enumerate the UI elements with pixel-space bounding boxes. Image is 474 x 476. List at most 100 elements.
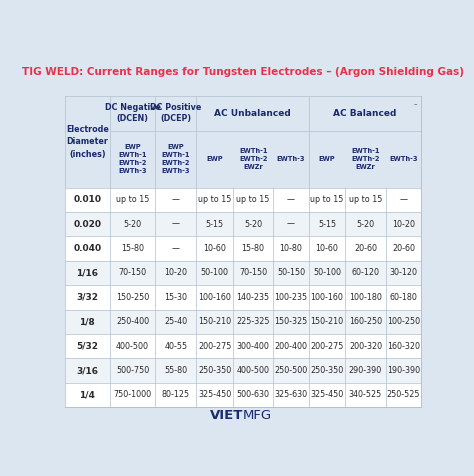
Text: 1/16: 1/16 <box>76 268 98 278</box>
Text: EWTh-3: EWTh-3 <box>277 156 305 162</box>
Text: AC Balanced: AC Balanced <box>333 109 397 118</box>
Text: DC Negative
(DCEN): DC Negative (DCEN) <box>105 103 161 123</box>
Bar <box>65 334 421 358</box>
Text: 15-80: 15-80 <box>121 244 144 253</box>
Text: 20-60: 20-60 <box>392 244 415 253</box>
Bar <box>65 188 421 212</box>
Text: EWTh-1
EWTh-2
EWZr: EWTh-1 EWTh-2 EWZr <box>351 148 380 170</box>
Text: 5-20: 5-20 <box>356 219 374 228</box>
Text: 5-20: 5-20 <box>244 219 262 228</box>
Text: 300-400: 300-400 <box>237 342 270 351</box>
Text: 150-325: 150-325 <box>274 317 308 326</box>
Text: 10-60: 10-60 <box>203 244 226 253</box>
Text: 150-210: 150-210 <box>310 317 344 326</box>
Text: 500-750: 500-750 <box>116 366 149 375</box>
Bar <box>65 236 421 261</box>
Text: 200-320: 200-320 <box>349 342 382 351</box>
Bar <box>65 309 421 334</box>
Text: VIET: VIET <box>210 409 243 422</box>
Text: 160-250: 160-250 <box>349 317 382 326</box>
Text: 190-390: 190-390 <box>387 366 420 375</box>
Bar <box>65 358 421 383</box>
Text: 290-390: 290-390 <box>349 366 382 375</box>
Text: 50-100: 50-100 <box>201 268 228 278</box>
Text: 100-160: 100-160 <box>198 293 231 302</box>
Text: 160-320: 160-320 <box>387 342 420 351</box>
Text: 100-160: 100-160 <box>310 293 344 302</box>
Text: DC Positive
(DCEP): DC Positive (DCEP) <box>150 103 201 123</box>
Text: EWP: EWP <box>206 156 223 162</box>
Text: 150-210: 150-210 <box>198 317 231 326</box>
Text: 10-60: 10-60 <box>316 244 338 253</box>
Bar <box>65 383 421 407</box>
Text: up to 15: up to 15 <box>116 195 149 204</box>
Text: —: — <box>287 195 295 204</box>
Text: 3/16: 3/16 <box>76 366 98 375</box>
Text: AC Unbalanced: AC Unbalanced <box>214 109 291 118</box>
Text: EWP: EWP <box>319 156 335 162</box>
Text: 250-350: 250-350 <box>198 366 231 375</box>
Text: EWTh-1
EWTh-2
EWZr: EWTh-1 EWTh-2 EWZr <box>239 148 267 170</box>
Text: 20-60: 20-60 <box>354 244 377 253</box>
Text: 225-325: 225-325 <box>237 317 270 326</box>
Text: 100-180: 100-180 <box>349 293 382 302</box>
Text: 750-1000: 750-1000 <box>113 390 152 399</box>
Text: 5/32: 5/32 <box>76 342 98 351</box>
Text: 80-125: 80-125 <box>162 390 190 399</box>
Text: 325-630: 325-630 <box>274 390 308 399</box>
Text: 325-450: 325-450 <box>310 390 344 399</box>
Bar <box>65 212 421 236</box>
Text: 30-120: 30-120 <box>390 268 418 278</box>
Bar <box>65 285 421 309</box>
Text: —: — <box>400 195 408 204</box>
Text: 70-150: 70-150 <box>118 268 146 278</box>
Text: 3/32: 3/32 <box>76 293 98 302</box>
Text: 5-15: 5-15 <box>318 219 336 228</box>
Text: 60-180: 60-180 <box>390 293 417 302</box>
Text: MFG: MFG <box>243 409 272 422</box>
Text: up to 15: up to 15 <box>198 195 231 204</box>
Text: 1/4: 1/4 <box>80 390 95 399</box>
Text: 0.040: 0.040 <box>73 244 101 253</box>
Text: EWP
EWTh-1
EWTh-2
EWTh-3: EWP EWTh-1 EWTh-2 EWTh-3 <box>118 144 147 174</box>
Text: 500-630: 500-630 <box>237 390 270 399</box>
Text: 25-40: 25-40 <box>164 317 187 326</box>
Text: 100-235: 100-235 <box>274 293 308 302</box>
Text: 400-500: 400-500 <box>237 366 270 375</box>
Text: –: – <box>414 101 418 107</box>
Text: 0.010: 0.010 <box>73 195 101 204</box>
Text: TIG WELD: Current Ranges for Tungsten Electrodes – (Argon Shielding Gas): TIG WELD: Current Ranges for Tungsten El… <box>22 67 464 77</box>
Text: 10-20: 10-20 <box>164 268 187 278</box>
Text: 140-235: 140-235 <box>237 293 270 302</box>
Text: 250-500: 250-500 <box>274 366 308 375</box>
Text: 50-150: 50-150 <box>277 268 305 278</box>
Text: 400-500: 400-500 <box>116 342 149 351</box>
Text: 1/8: 1/8 <box>80 317 95 326</box>
Text: 15-30: 15-30 <box>164 293 187 302</box>
Text: 250-350: 250-350 <box>310 366 344 375</box>
Text: 40-55: 40-55 <box>164 342 187 351</box>
Bar <box>65 96 421 188</box>
Text: 250-400: 250-400 <box>116 317 149 326</box>
Text: 60-120: 60-120 <box>352 268 380 278</box>
Text: 340-525: 340-525 <box>349 390 382 399</box>
Bar <box>65 96 421 407</box>
Text: 200-275: 200-275 <box>310 342 344 351</box>
Text: 5-20: 5-20 <box>123 219 142 228</box>
Text: 0.020: 0.020 <box>73 219 101 228</box>
Text: 70-150: 70-150 <box>239 268 267 278</box>
Text: 15-80: 15-80 <box>242 244 264 253</box>
Text: —: — <box>172 219 180 228</box>
Text: up to 15: up to 15 <box>310 195 344 204</box>
Text: up to 15: up to 15 <box>237 195 270 204</box>
Text: 200-400: 200-400 <box>274 342 308 351</box>
Text: 5-15: 5-15 <box>206 219 224 228</box>
Text: 150-250: 150-250 <box>116 293 149 302</box>
Text: 325-450: 325-450 <box>198 390 231 399</box>
Text: 10-20: 10-20 <box>392 219 415 228</box>
Text: EWP
EWTh-1
EWTh-2
EWTh-3: EWP EWTh-1 EWTh-2 EWTh-3 <box>162 144 190 174</box>
Text: —: — <box>172 244 180 253</box>
Text: 200-275: 200-275 <box>198 342 231 351</box>
Text: 100-250: 100-250 <box>387 317 420 326</box>
Text: Electrode
Diameter
(inches): Electrode Diameter (inches) <box>66 125 109 159</box>
